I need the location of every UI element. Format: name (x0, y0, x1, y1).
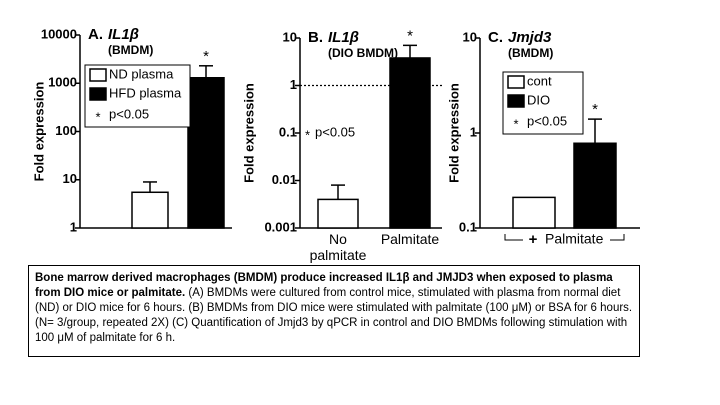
panel-label: C. (488, 29, 503, 46)
legend-label: ND plasma (109, 66, 174, 81)
y-tick-label: 0.01 (272, 172, 297, 187)
legend-marker: * (95, 109, 100, 124)
y-axis-label: Fold expression (446, 83, 461, 183)
x-tick-label: No palmitate (309, 231, 367, 263)
bar (317, 198, 359, 229)
chart-subtitle: (DIO BMDM) (328, 46, 398, 60)
chart-subtitle: (BMDM) (508, 46, 553, 60)
y-tick-label: 0.1 (459, 219, 477, 234)
y-tick-label: 1 (290, 77, 297, 92)
y-tick-label: 1 (70, 219, 77, 234)
bracket-right (610, 234, 625, 241)
legend-note: p<0.05 (527, 113, 567, 128)
caption-text: (A) BMDMs were cultured from control mic… (35, 287, 633, 344)
y-tick-label: 10 (63, 171, 77, 186)
x-marker: + (529, 231, 538, 248)
caption: Bone marrow derived macrophages (BMDM) p… (28, 265, 640, 357)
note-text: p<0.05 (315, 124, 355, 139)
chart-title: Jmjd3 (508, 29, 552, 46)
x-axis-label: Palmitate (545, 231, 604, 247)
significance-marker: * (592, 101, 598, 118)
panel-label: B. (308, 29, 323, 46)
legend-note: p<0.05 (109, 106, 149, 121)
y-tick-label: 0.1 (279, 124, 297, 139)
chart-title: IL1β (108, 26, 139, 43)
significance-marker: * (407, 27, 413, 44)
bar (573, 142, 617, 229)
note-marker: * (305, 127, 310, 142)
legend-swatch (507, 75, 525, 89)
legend-swatch (89, 68, 107, 82)
y-tick-label: 1 (470, 124, 477, 139)
bar (187, 77, 225, 229)
legend-swatch (89, 87, 107, 101)
legend-swatch (507, 94, 525, 108)
y-axis-label: Fold expression (241, 83, 256, 183)
legend-marker: * (513, 116, 518, 131)
bar (512, 196, 556, 229)
y-tick-label: 1000 (48, 75, 77, 90)
bar (389, 57, 431, 229)
bracket-left (504, 234, 523, 241)
caption-bold: Bone marrow derived macrophages (BMDM) p… (35, 272, 613, 299)
legend-label: DIO (527, 92, 550, 107)
y-tick-label: 10 (283, 29, 297, 44)
legend-label: cont (527, 73, 552, 88)
y-axis-label: Fold expression (31, 82, 46, 182)
legend-label: HFD plasma (109, 85, 182, 100)
y-tick-label: 10000 (41, 26, 77, 41)
x-tick-label: Palmitate (380, 231, 440, 247)
y-tick-label: 10 (463, 29, 477, 44)
panel-label: A. (88, 26, 103, 43)
y-tick-label: 100 (55, 123, 77, 138)
significance-marker: * (203, 48, 209, 65)
chart-subtitle: (BMDM) (108, 43, 153, 57)
bar (131, 191, 169, 229)
chart-title: IL1β (328, 29, 359, 46)
y-tick-label: 0.001 (264, 219, 297, 234)
